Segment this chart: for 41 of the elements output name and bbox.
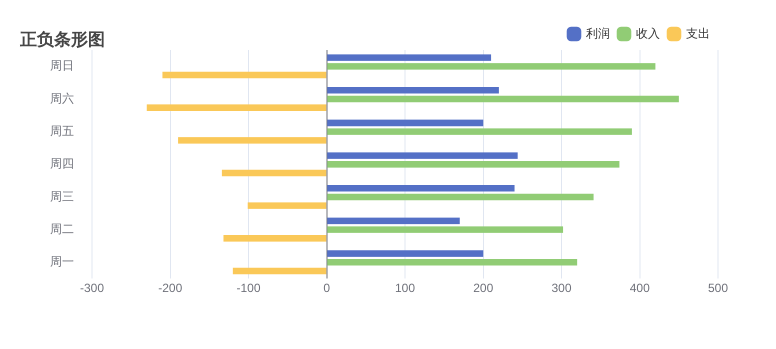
bar [327,218,460,224]
bar [327,54,492,61]
bar [327,152,518,159]
x-tick-label: 0 [323,281,330,296]
y-tick-label: 周二 [50,222,74,236]
bar [327,87,499,94]
bar [327,161,620,168]
x-tick-label: 500 [708,281,728,296]
legend-label: 利润 [586,26,610,40]
bar [327,128,632,135]
bar [232,268,326,274]
bar [327,226,564,233]
x-tick-label: -200 [158,281,183,296]
bar [327,96,679,102]
bar [222,170,326,176]
y-tick-label: 周五 [50,124,74,138]
bar [327,259,578,266]
x-tick-label: -100 [236,281,261,296]
bar [327,120,484,126]
bar [327,63,656,70]
x-tick-label: 300 [551,281,572,296]
x-tick-label: 200 [473,281,494,296]
bar [327,250,484,257]
bar [327,194,594,200]
bar [178,137,326,144]
y-tick-label: 周日 [50,58,74,73]
x-tick-label: 400 [630,281,650,296]
x-tick-label: -300 [80,281,104,296]
bar [223,235,326,242]
bar [146,104,326,111]
y-tick-label: 周六 [50,91,74,106]
y-tick-label: 周三 [50,189,74,204]
bar [162,72,326,78]
chart-title: 正负条形图 [20,29,105,51]
bar [327,184,515,192]
bar [248,202,326,209]
y-tick-label: 周一 [50,254,74,269]
x-tick-label: 100 [394,281,416,296]
legend-label: 收入 [636,26,660,40]
legend-label: 支出 [686,26,710,40]
y-tick-label: 周四 [50,156,74,171]
